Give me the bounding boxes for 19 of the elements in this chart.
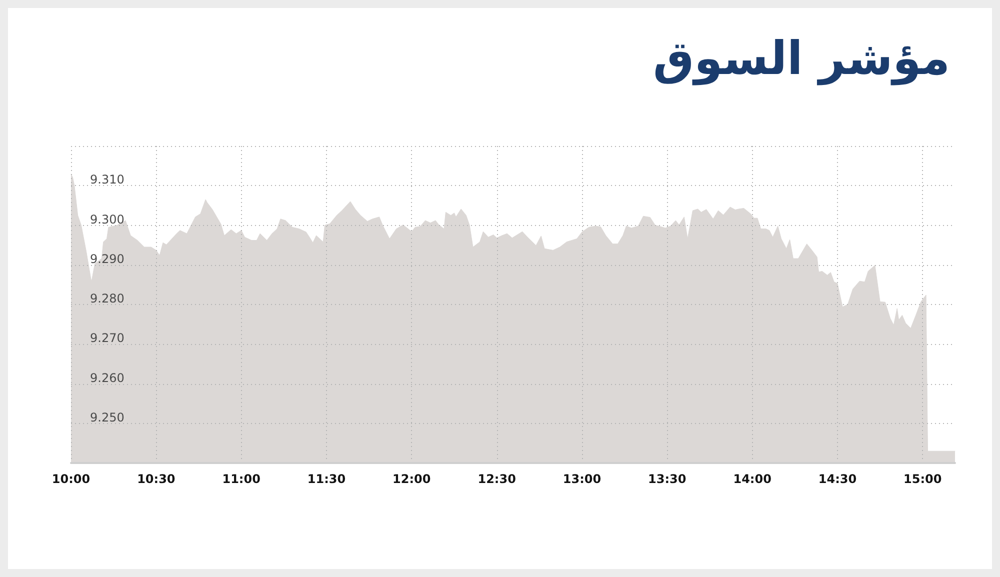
- x-tick-label: 10:30: [137, 472, 176, 486]
- x-tick-label: 14:00: [733, 472, 772, 486]
- x-tick-label: 15:00: [904, 472, 942, 486]
- y-tick-label: 9.270: [90, 331, 124, 346]
- y-tick-label: 9.250: [90, 410, 124, 424]
- chart-title: مؤشر السوق: [653, 31, 950, 86]
- x-tick-label: 13:00: [562, 472, 602, 486]
- y-tick-label: 9.290: [90, 252, 124, 266]
- x-tick-label: 13:30: [648, 472, 686, 486]
- x-tick-label: 12:00: [392, 472, 431, 486]
- y-tick-label: 9.280: [90, 292, 124, 306]
- y-tick-label: 9.310: [90, 172, 124, 187]
- y-tick-label: 9.300: [90, 212, 124, 226]
- x-tick-label: 10:00: [52, 472, 90, 486]
- x-tick-label: 14:30: [818, 472, 857, 486]
- x-tick-label: 11:00: [222, 472, 260, 486]
- x-tick-label: 12:30: [478, 472, 516, 486]
- y-tick-label: 9.260: [90, 370, 124, 385]
- x-tick-label: 11:30: [307, 472, 346, 486]
